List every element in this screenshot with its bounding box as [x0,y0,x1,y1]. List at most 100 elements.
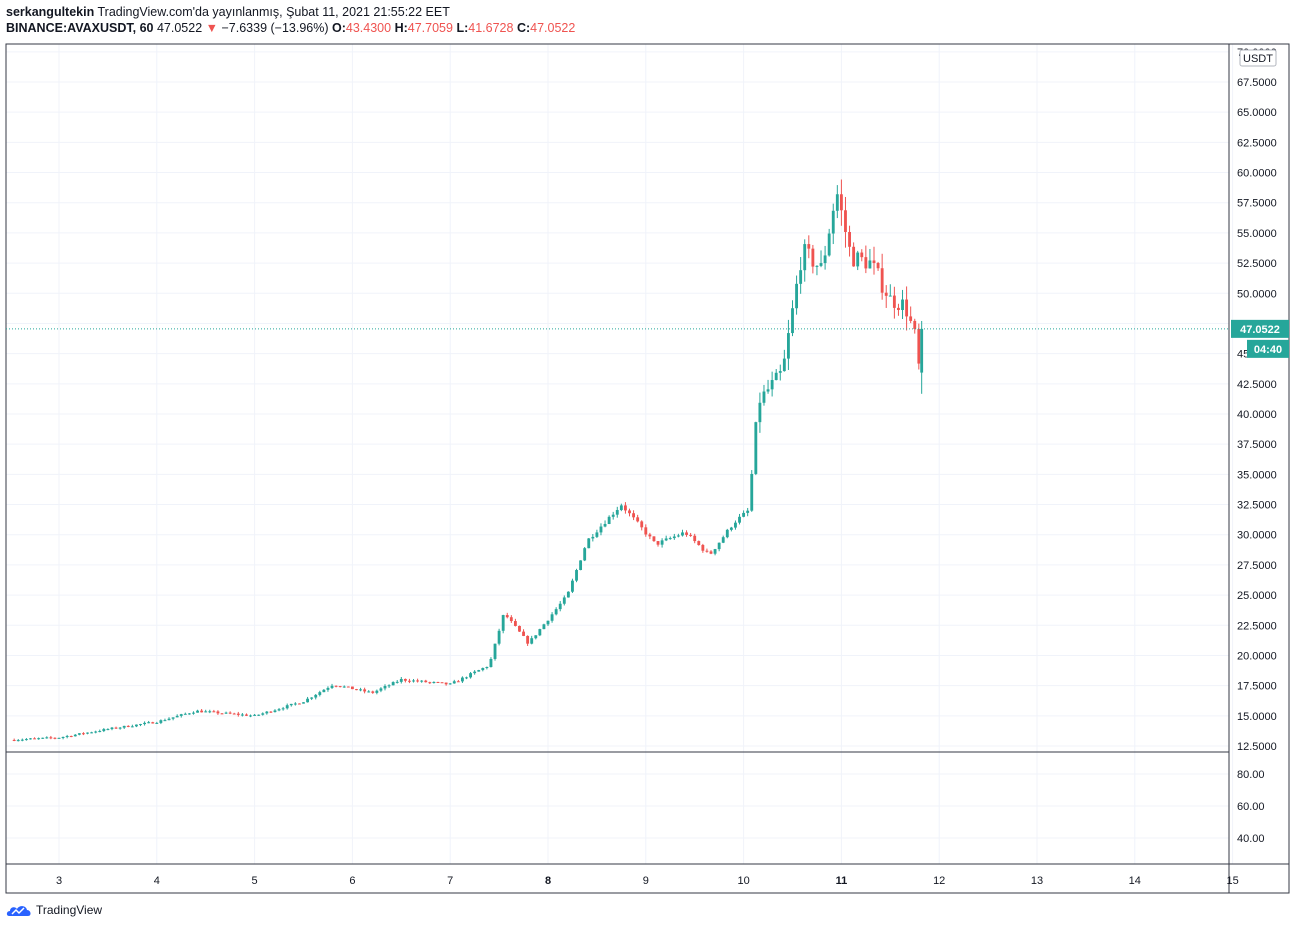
candle-body [155,722,159,724]
candle-body [660,540,664,545]
candle-body [102,729,106,732]
close-label: C: [516,21,531,35]
price-tick-label: 65.0000 [1237,107,1277,119]
high-value: 47.7059 [407,21,453,35]
candle-body [848,231,851,247]
candle-body [29,738,32,740]
lower-tick-label: 60.00 [1237,801,1265,813]
candle-body [644,527,648,535]
candle-body [245,714,248,716]
candle-body [273,710,277,713]
candle-body [746,510,750,513]
candle-body [852,246,856,267]
candle-body [566,591,570,598]
candle-body [212,711,216,713]
candle-body [587,538,591,549]
time-tick-label: 14 [1129,875,1141,887]
candle-body [513,621,517,626]
candle-body [791,308,794,334]
candle-body [330,685,334,688]
candle-body [465,677,468,679]
price-tick-label: 60.0000 [1237,168,1277,180]
candle-body [375,690,379,693]
candle-body [403,678,407,681]
candle-body [204,711,208,713]
candle-body [656,541,660,545]
candle-body [253,714,257,716]
candle-body [681,532,684,536]
candle-body [49,737,53,739]
candle-body [420,680,424,682]
candle-body [359,689,362,691]
candle-body [94,731,98,733]
tradingview-footer[interactable]: TradingView [6,902,102,918]
candle-body [379,688,383,691]
time-tick-label: 10 [737,875,749,887]
price-tick-label: 20.0000 [1237,650,1277,662]
candle-body [909,316,913,321]
price-tick-label: 25.0000 [1237,590,1277,602]
candle-body [497,630,501,644]
candle-body [440,682,444,684]
candle-body [240,714,244,716]
candle-body [285,705,289,709]
candle-body [220,713,224,715]
candle-body [530,638,534,644]
candle-body [408,680,411,682]
chart-frame [5,43,1290,894]
candle-body [232,713,236,715]
time-tick-label: 11 [836,875,848,887]
candle-body [289,703,293,706]
candle-body [428,682,432,684]
candle-body [831,210,835,234]
low-label: L: [456,21,469,35]
price-axis-ticks: 70.000067.500065.000062.500060.000057.50… [1237,47,1277,753]
candle-body [615,510,619,515]
author-name[interactable]: serkangultekin [6,5,95,19]
candle-body [179,714,183,716]
candle-body [750,473,754,511]
candle-body [69,736,73,738]
price-tick-label: 57.5000 [1237,198,1277,210]
candle-body [318,692,322,695]
candle-body [905,299,909,317]
time-tick-label: 8 [545,875,551,887]
chart-grid [6,44,1234,864]
currency-badge[interactable]: USDT [1239,49,1277,67]
candle-body [786,333,790,359]
candle-body [20,739,24,741]
candle-body [110,727,114,730]
candle-body [371,691,375,693]
candle-body [774,372,778,381]
candle-body [554,609,558,615]
candle-body [412,680,415,682]
candle-body [192,712,195,714]
price-tick-label: 52.5000 [1237,258,1277,270]
candle-body [734,522,737,528]
candle-body [583,548,587,561]
countdown-label: 04:40 [1254,344,1282,356]
candle-body [134,724,138,727]
candle-body [302,702,305,704]
candle-body [762,391,766,403]
candle-body [819,263,823,266]
candle-body [306,698,310,703]
price-chart[interactable]: 70.000067.500065.000062.500060.000057.50… [0,0,1296,900]
candle-body [432,681,436,683]
price-tick-label: 17.5000 [1237,681,1277,693]
candle-body [452,681,456,684]
time-tick-label: 6 [349,875,355,887]
candle-body [880,268,884,293]
candle-body [571,580,574,592]
price-tick-label: 35.0000 [1237,469,1277,481]
candle-body [575,570,578,581]
lower-pane-ticks: 80.00 60.00 40.00 [1237,769,1265,845]
time-tick-label: 3 [56,875,62,887]
candle-body [835,194,839,211]
candle-body [342,686,346,688]
candle-body [391,682,395,686]
candle-body [595,532,599,537]
candle-body [118,727,122,729]
candle-body [73,734,77,737]
candle-body [868,260,872,269]
